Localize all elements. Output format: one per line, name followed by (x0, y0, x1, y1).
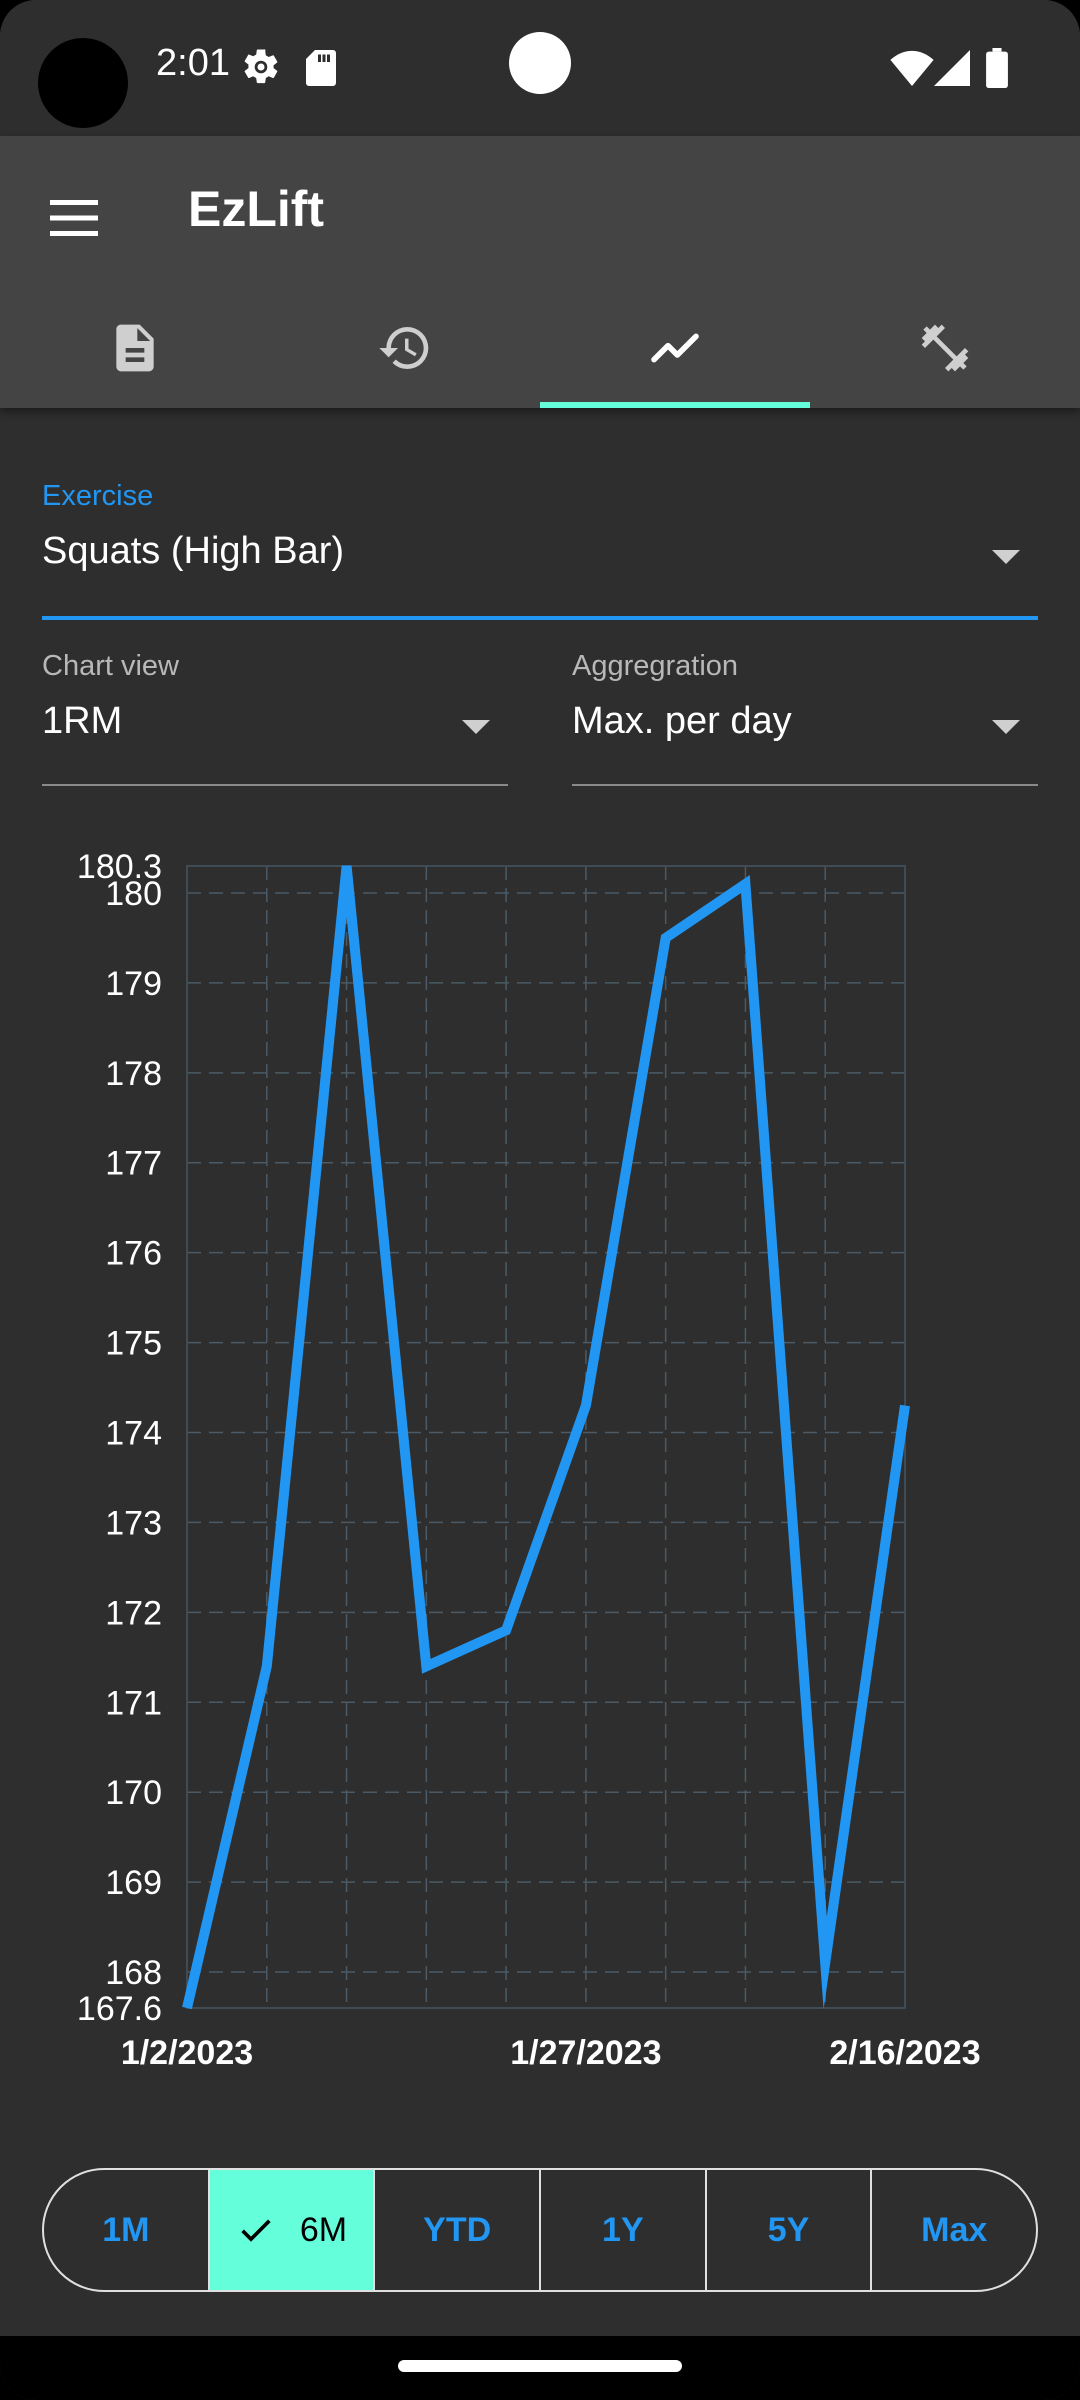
document-icon (116, 324, 154, 372)
series-line (182, 865, 910, 2010)
sd-card-icon (306, 50, 336, 86)
range-option-label: 5Y (767, 2210, 810, 2249)
tab-exercises[interactable] (810, 288, 1080, 408)
cell-signal-icon (934, 50, 970, 86)
check-icon (241, 2219, 271, 2242)
dropdown-arrow-icon (992, 550, 1020, 564)
navigation-bar (0, 2336, 1080, 2400)
range-option-5y[interactable]: 5Y (704, 2170, 871, 2290)
status-time: 2:01 (156, 42, 230, 84)
chart-view-value: 1RM (42, 700, 123, 742)
range-option-label: 1M (102, 2210, 150, 2249)
y-tick-label: 169 (105, 1864, 162, 1902)
range-option-ytd[interactable]: YTD (373, 2170, 539, 2290)
app-bar: EzLift (0, 136, 1080, 408)
tab-indicator (540, 402, 810, 408)
range-option-label: Max (921, 2210, 988, 2249)
aggregation-value: Max. per day (572, 700, 792, 742)
camera-cutout (38, 38, 128, 128)
history-icon (379, 327, 429, 370)
tab-bar (0, 288, 1080, 408)
tab-charts[interactable] (540, 288, 810, 408)
y-tick-label: 173 (105, 1504, 162, 1542)
dropdown-arrow-icon (992, 720, 1020, 734)
y-tick-label: 178 (105, 1055, 162, 1093)
field-underline (42, 616, 1038, 620)
wifi-icon (890, 50, 934, 86)
notification-dot (509, 32, 571, 94)
battery-icon (986, 48, 1008, 88)
dropdown-arrow-icon (462, 720, 490, 734)
field-underline (572, 784, 1038, 786)
range-option-label: 6M (299, 2210, 348, 2249)
y-tick-label: 167.6 (77, 1990, 162, 2028)
x-tick-label: 1/27/2023 (510, 2034, 661, 2072)
x-tick-label: 2/16/2023 (829, 2034, 980, 2072)
exercise-label: Exercise (42, 480, 154, 512)
time-range-selector: 1M 6M YTD 1Y 5Y Max (42, 2168, 1038, 2292)
y-tick-label: 170 (105, 1774, 162, 1812)
app-title: EzLift (188, 181, 325, 237)
menu-button[interactable] (28, 172, 120, 264)
y-tick-label: 172 (105, 1594, 162, 1632)
y-tick-label: 179 (105, 965, 162, 1003)
range-option-label: YTD (423, 2210, 492, 2249)
aggregation-dropdown[interactable]: Aggregration Max. per day (572, 650, 1038, 790)
range-option-1y[interactable]: 1Y (539, 2170, 705, 2290)
trending-icon (651, 333, 699, 363)
chart-view-label: Chart view (42, 650, 179, 682)
range-option-1m[interactable]: 1M (44, 2170, 208, 2290)
status-bar: 2:01 (0, 0, 1080, 136)
range-option-6m[interactable]: 6M (207, 2170, 374, 2290)
chart-frame (186, 865, 906, 2009)
exercise-dropdown[interactable]: Exercise Squats (High Bar) (42, 480, 1038, 622)
field-underline (42, 784, 508, 786)
range-option-label: 1Y (602, 2210, 644, 2249)
dumbbell-icon (921, 324, 969, 372)
y-tick-label: 180 (105, 875, 162, 913)
y-tick-label: 177 (105, 1145, 162, 1183)
chart-view-dropdown[interactable]: Chart view 1RM (42, 650, 508, 790)
tab-history[interactable] (270, 288, 540, 408)
y-tick-label: 176 (105, 1235, 162, 1273)
aggregation-label: Aggregration (572, 650, 739, 682)
y-tick-label: 175 (105, 1325, 162, 1363)
hamburger-menu-icon (50, 200, 98, 236)
y-tick-label: 168 (105, 1954, 162, 1992)
y-tick-label: 174 (105, 1415, 162, 1453)
y-tick-label: 171 (105, 1684, 162, 1722)
exercise-value: Squats (High Bar) (42, 530, 345, 572)
chart-grid (186, 866, 906, 2008)
tab-workout-log[interactable] (0, 288, 270, 408)
x-tick-label: 1/2/2023 (121, 2034, 253, 2072)
settings-gear-icon (244, 49, 278, 84)
y-tick-label: 180.3 (77, 848, 162, 886)
range-option-max[interactable]: Max (870, 2170, 1036, 2290)
x-axis-ticks: 1/2/2023 1/27/2023 2/16/2023 (121, 2034, 981, 2072)
home-gesture-handle[interactable] (398, 2360, 682, 2372)
